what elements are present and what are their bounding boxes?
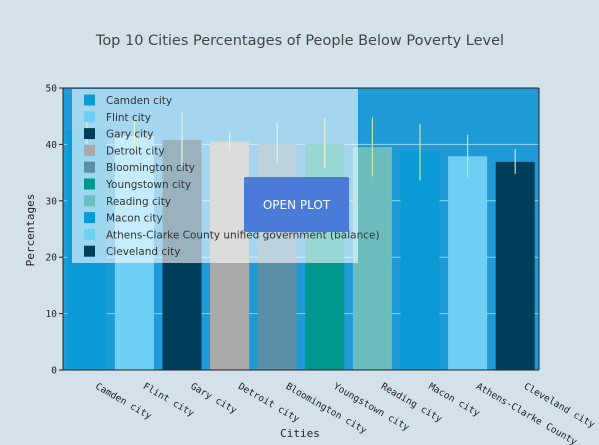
legend-swatch [84,144,95,156]
legend: Camden city Flint city Gary city Detroit ci… [72,89,380,263]
legend-label: Cleveland city [106,246,180,258]
legend-label: Flint city [106,112,151,124]
legend-label: Youngstown city [105,179,191,191]
legend-swatch [84,212,95,224]
x-tick-label: Gary city [189,381,239,416]
y-tick-label: 30 [46,196,58,207]
x-axis-title: Cities [280,427,320,440]
y-tick-label: 0 [51,366,57,377]
y-tick-label: 40 [46,140,58,151]
open-plot-button[interactable]: OPEN PLOT [244,177,349,232]
legend-swatch [84,161,95,173]
y-tick-label: 50 [46,84,58,95]
y-tick-labels: 0 10 20 30 40 50 [46,84,63,377]
legend-label: Camden city [106,95,172,107]
legend-swatch [84,128,95,140]
legend-label: Athens-Clarke County unified government … [106,229,380,241]
bar[interactable] [448,156,488,370]
bar[interactable] [495,161,535,370]
legend-swatch [84,228,95,240]
bar[interactable] [352,147,392,370]
y-axis-title: Percentages [24,194,37,267]
legend-swatch [84,178,95,190]
legend-box [72,89,358,263]
legend-label: Gary city [106,129,153,141]
y-tick-label: 10 [46,309,58,320]
legend-label: Bloomington city [106,162,195,174]
legend-swatch [84,94,95,106]
y-tick-label: 20 [46,253,58,264]
legend-label: Detroit city [106,145,165,157]
legend-label: Macon city [106,213,163,225]
legend-swatch [84,111,95,123]
legend-swatch [84,245,95,257]
legend-swatch [84,195,95,207]
chart-title: Top 10 Cities Percentages of People Belo… [95,33,504,49]
bar[interactable] [400,152,440,370]
axes [62,87,540,371]
legend-label: Reading city [106,196,171,208]
